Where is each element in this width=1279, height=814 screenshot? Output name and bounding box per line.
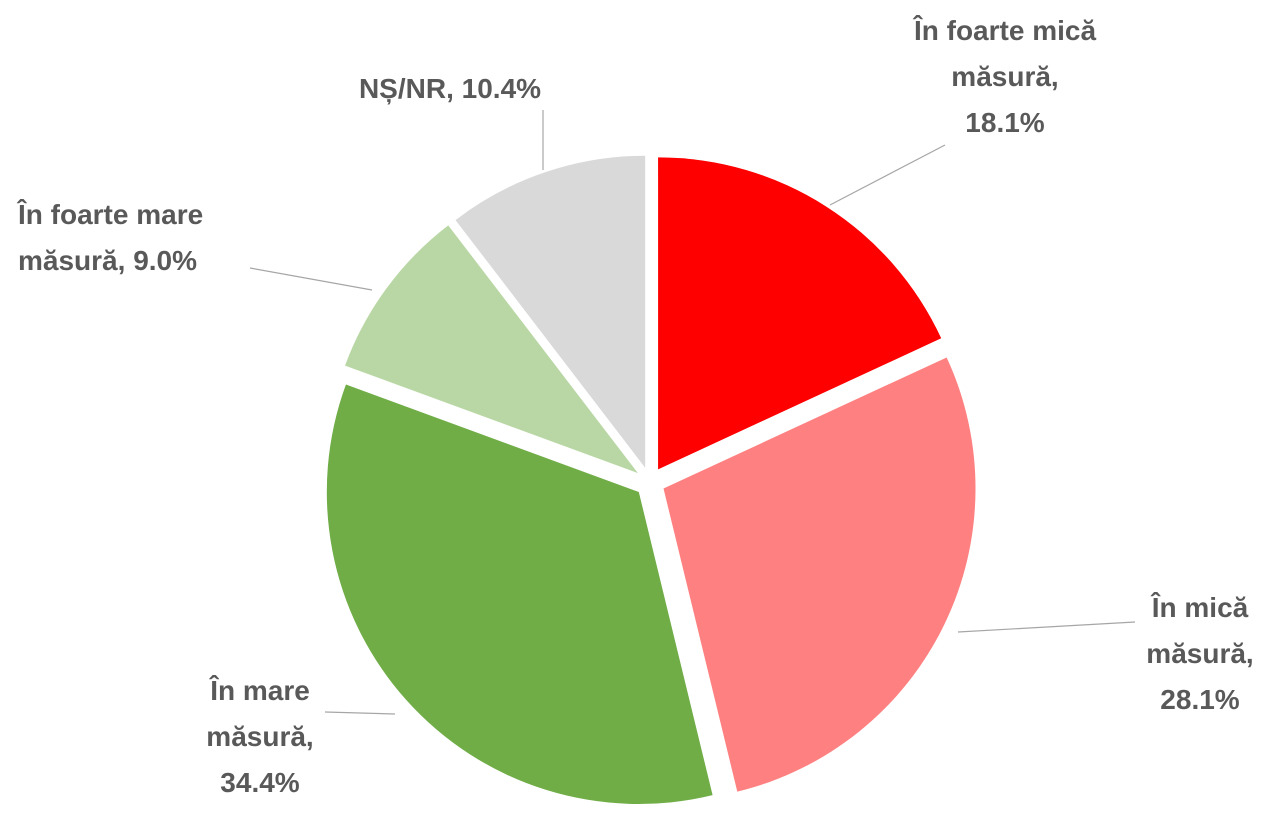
pie-slice <box>455 155 646 468</box>
label-category: În foarte mare măsură, <box>18 199 204 276</box>
leader-line <box>324 711 396 715</box>
leader-line <box>829 144 946 206</box>
label-category: În mare măsură, <box>206 675 314 752</box>
data-label: În foarte mică măsură, 18.1% <box>875 8 1135 146</box>
data-label: În foarte mare măsură, 9.0% <box>18 192 283 284</box>
data-label: În mică măsură, 28.1% <box>1125 585 1275 723</box>
label-value: 34.4% <box>220 767 300 798</box>
pie-slice <box>345 225 638 474</box>
leader-line <box>957 621 1136 633</box>
label-value: 18.1% <box>965 107 1045 138</box>
label-category: NȘ/NR, <box>358 73 454 104</box>
label-value: 10.4% <box>461 73 542 104</box>
data-label: În mare măsură, 34.4% <box>180 668 340 806</box>
label-value: 28.1% <box>1160 684 1240 715</box>
leader-line <box>249 267 373 291</box>
label-category: În mică măsură, <box>1146 592 1254 669</box>
label-value: 9.0% <box>133 245 198 276</box>
label-category: În foarte mică măsură, <box>913 15 1097 92</box>
pie-slice <box>326 384 713 804</box>
pie-slice <box>658 157 942 470</box>
data-label: NȘ/NR, 10.4% <box>300 66 600 112</box>
pie-slice <box>663 357 976 792</box>
